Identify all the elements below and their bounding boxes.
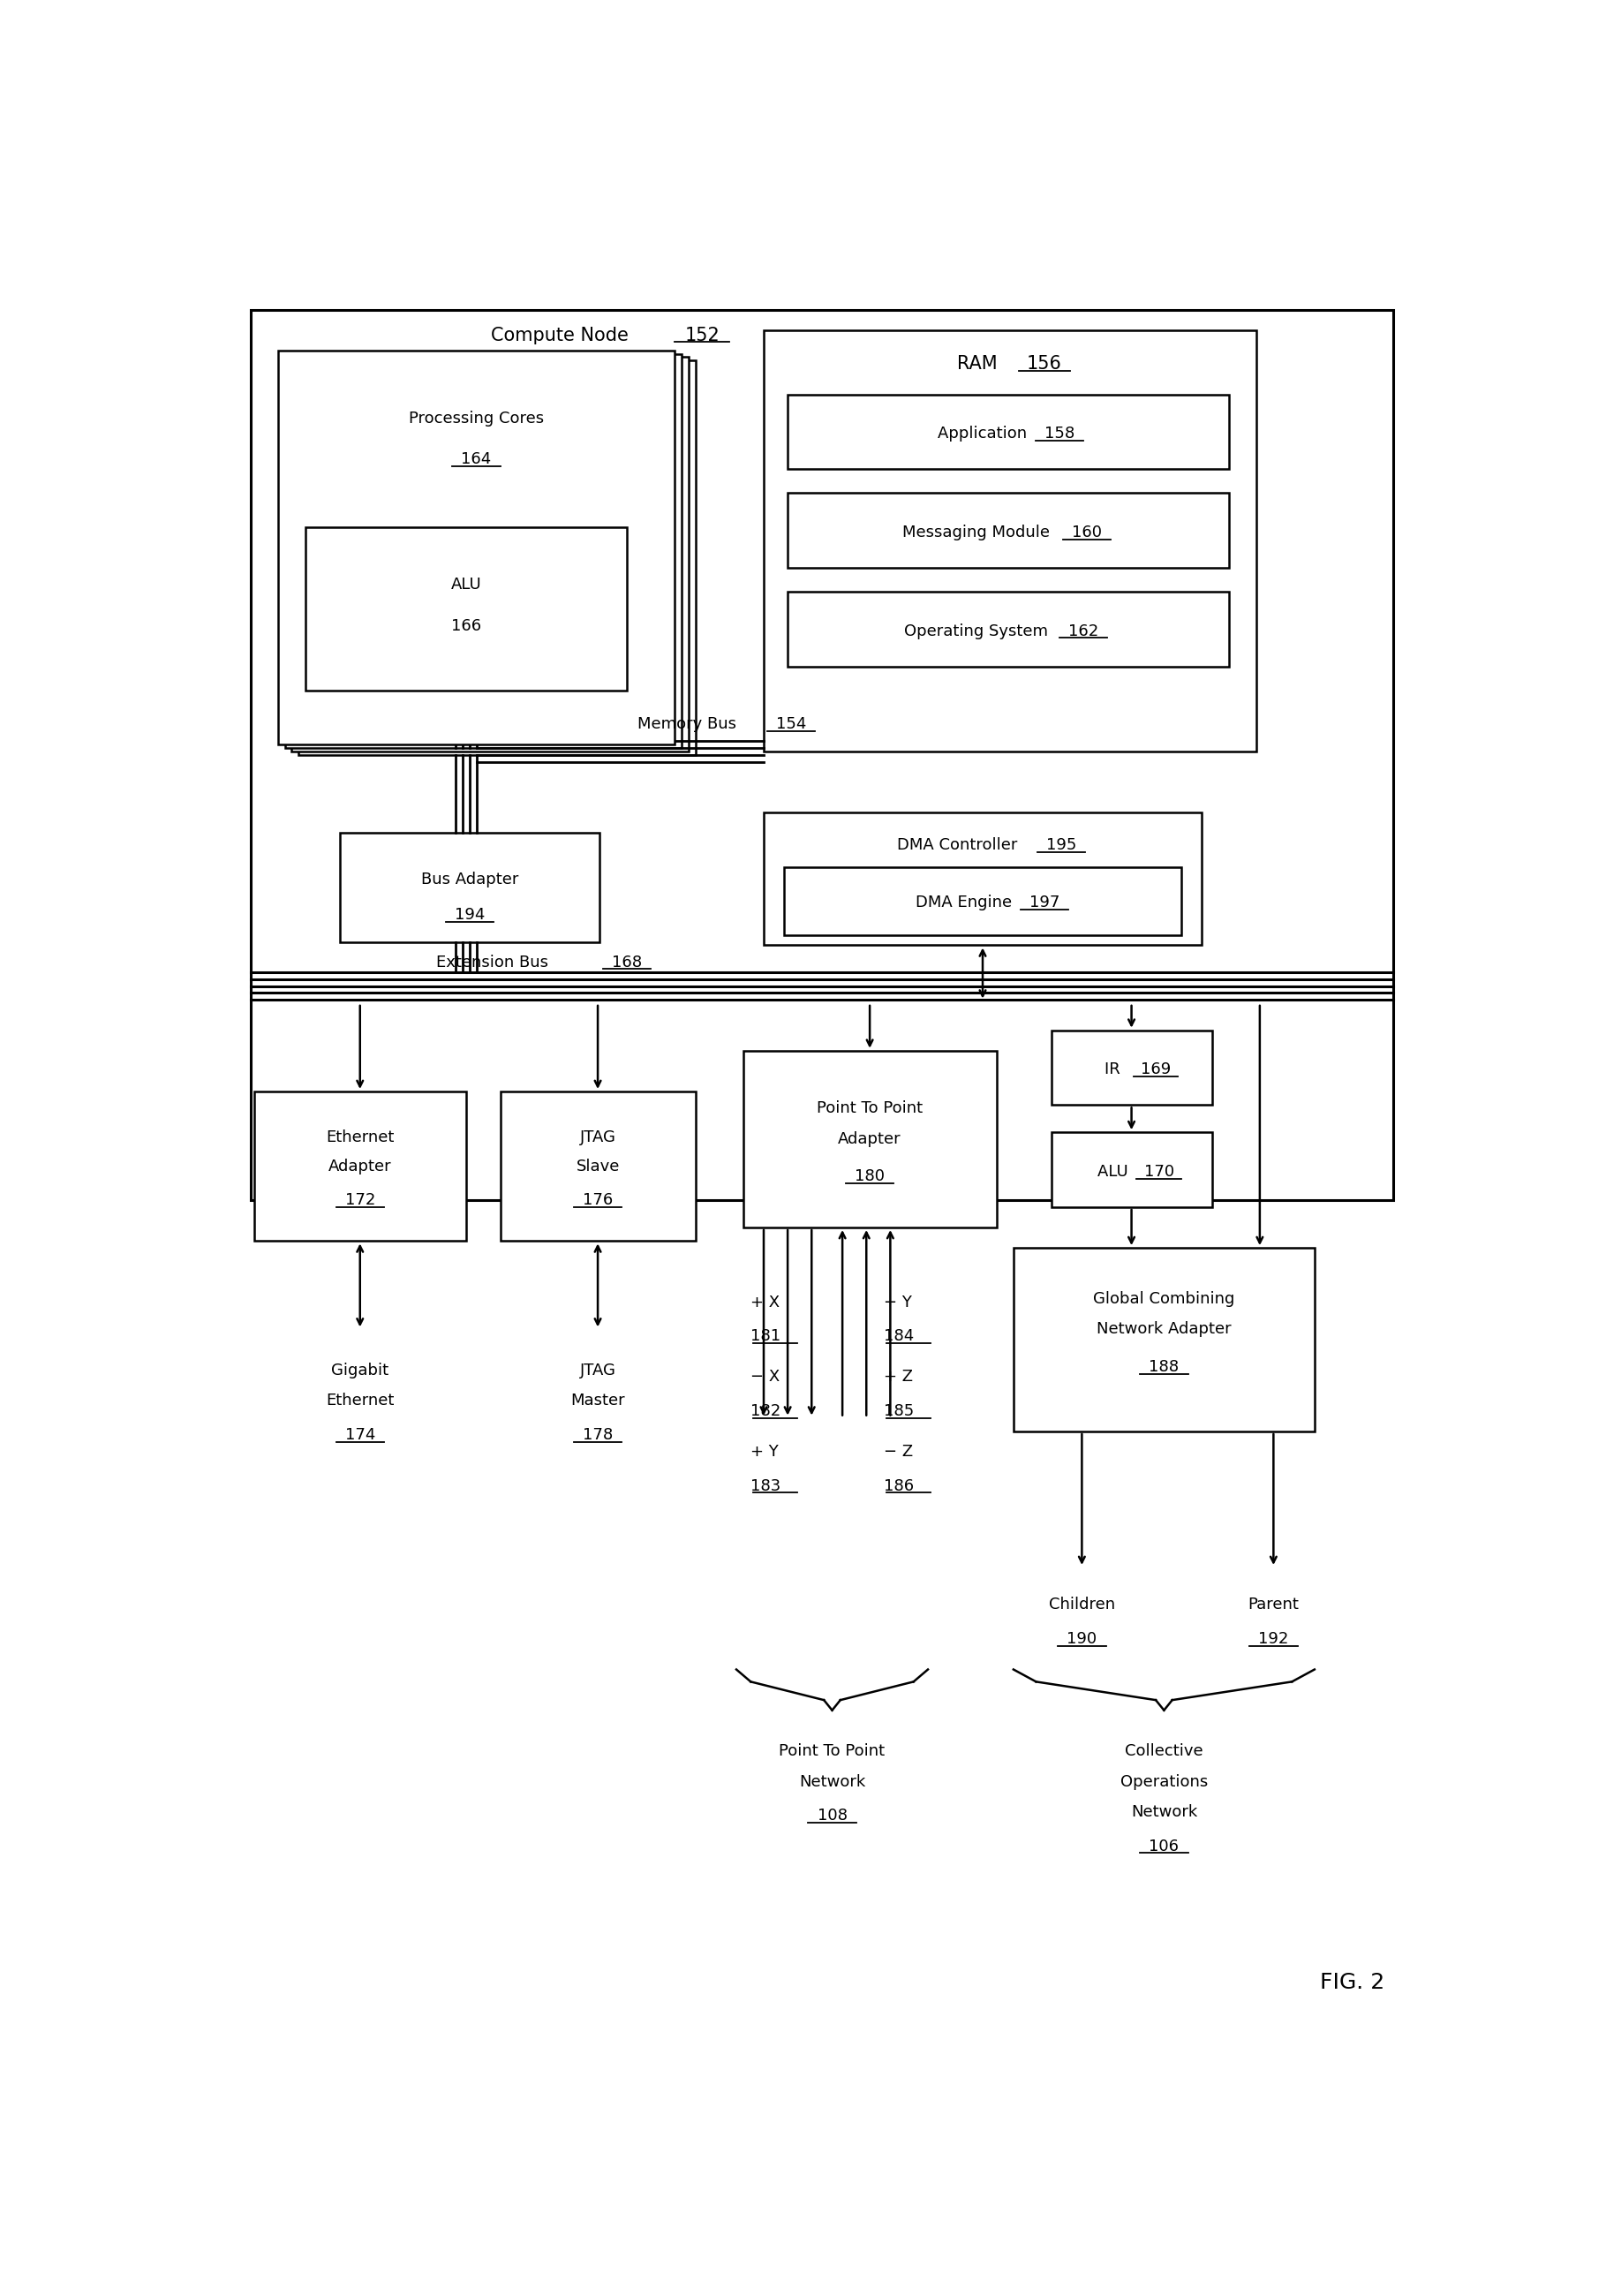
Text: 172: 172 [345, 1192, 374, 1208]
Text: JTAG: JTAG [580, 1362, 616, 1378]
Text: 176: 176 [582, 1192, 613, 1208]
Text: Operating System: Operating System [905, 622, 1059, 638]
Bar [254, 1091, 467, 1242]
Text: Processing Cores: Processing Cores [408, 411, 545, 427]
Bar [785, 868, 1182, 934]
Text: Global Combining: Global Combining [1093, 1290, 1235, 1306]
Text: Memory Bus: Memory Bus [637, 716, 746, 732]
Text: DMA Engine: DMA Engine [916, 895, 1023, 912]
Text: Point To Point: Point To Point [817, 1100, 922, 1116]
Text: 168: 168 [611, 955, 642, 971]
Bar [277, 351, 674, 744]
Text: 166: 166 [451, 618, 481, 634]
Text: Collective: Collective [1125, 1743, 1203, 1759]
Text: 170: 170 [1144, 1164, 1174, 1180]
Text: Master: Master [571, 1394, 626, 1410]
Bar [742, 1052, 997, 1228]
Text: 108: 108 [817, 1807, 848, 1823]
Text: + X: + X [751, 1295, 780, 1311]
Text: Point To Point: Point To Point [780, 1743, 885, 1759]
Text: 158: 158 [1044, 427, 1075, 441]
Bar [1050, 1031, 1213, 1104]
Text: 192: 192 [1258, 1630, 1289, 1646]
Text: ALU: ALU [451, 576, 481, 592]
Text: 164: 164 [462, 450, 491, 466]
Text: ALU: ALU [1097, 1164, 1138, 1180]
Text: JTAG: JTAG [580, 1130, 616, 1146]
Text: Slave: Slave [575, 1157, 619, 1173]
Text: 154: 154 [776, 716, 806, 732]
Text: 184: 184 [883, 1329, 914, 1343]
Text: − Y: − Y [883, 1295, 911, 1311]
Bar [1013, 1249, 1315, 1430]
Text: 188: 188 [1149, 1359, 1178, 1375]
Text: Network Adapter: Network Adapter [1097, 1322, 1232, 1336]
Text: 181: 181 [751, 1329, 780, 1343]
Bar [1050, 1132, 1213, 1208]
Text: − Z: − Z [883, 1444, 913, 1460]
Text: 152: 152 [684, 326, 720, 344]
Text: 169: 169 [1140, 1061, 1170, 1077]
Text: IR: IR [1106, 1061, 1131, 1077]
Text: 162: 162 [1068, 622, 1099, 638]
Text: 190: 190 [1067, 1630, 1097, 1646]
Text: Compute Node: Compute Node [491, 326, 640, 344]
Text: 182: 182 [751, 1403, 780, 1419]
Bar [298, 360, 695, 755]
Bar [305, 528, 627, 691]
Text: 106: 106 [1149, 1839, 1178, 1855]
Text: 180: 180 [854, 1169, 885, 1185]
Text: Adapter: Adapter [329, 1157, 392, 1173]
Text: Children: Children [1049, 1598, 1115, 1612]
Text: DMA Controller: DMA Controller [896, 838, 1028, 854]
Text: Ethernet: Ethernet [326, 1130, 394, 1146]
Text: Network: Network [799, 1775, 866, 1789]
Text: 197: 197 [1029, 895, 1060, 912]
Text: Messaging Module: Messaging Module [903, 523, 1060, 540]
Text: − X: − X [751, 1368, 780, 1384]
Bar [292, 358, 689, 751]
Text: 156: 156 [1026, 356, 1062, 372]
Text: 185: 185 [883, 1403, 914, 1419]
Bar [763, 813, 1201, 946]
Text: Ethernet: Ethernet [326, 1394, 394, 1410]
Text: 178: 178 [582, 1426, 613, 1442]
Text: 160: 160 [1071, 523, 1102, 540]
Text: Parent: Parent [1248, 1598, 1298, 1612]
Text: + Y: + Y [751, 1444, 778, 1460]
Bar [501, 1091, 695, 1242]
Bar [763, 331, 1256, 751]
Text: 186: 186 [883, 1479, 914, 1495]
Bar [285, 354, 681, 748]
Text: Application: Application [939, 427, 1037, 441]
Text: RAM: RAM [956, 356, 1008, 372]
Text: Gigabit: Gigabit [331, 1362, 389, 1378]
Bar [788, 592, 1229, 666]
Text: 194: 194 [454, 907, 485, 923]
Bar [251, 310, 1392, 1201]
Text: Operations: Operations [1120, 1775, 1208, 1789]
Bar [788, 395, 1229, 468]
Text: Adapter: Adapter [838, 1132, 901, 1148]
Text: + Z: + Z [883, 1368, 913, 1384]
Bar [339, 833, 600, 941]
Text: 195: 195 [1046, 838, 1076, 854]
Text: FIG. 2: FIG. 2 [1319, 1972, 1384, 1993]
Text: Bus Adapter: Bus Adapter [421, 872, 519, 886]
Text: Extension Bus: Extension Bus [436, 955, 558, 971]
Text: 174: 174 [345, 1426, 374, 1442]
Text: Network: Network [1131, 1805, 1198, 1821]
Text: 183: 183 [751, 1479, 780, 1495]
Bar [788, 494, 1229, 567]
